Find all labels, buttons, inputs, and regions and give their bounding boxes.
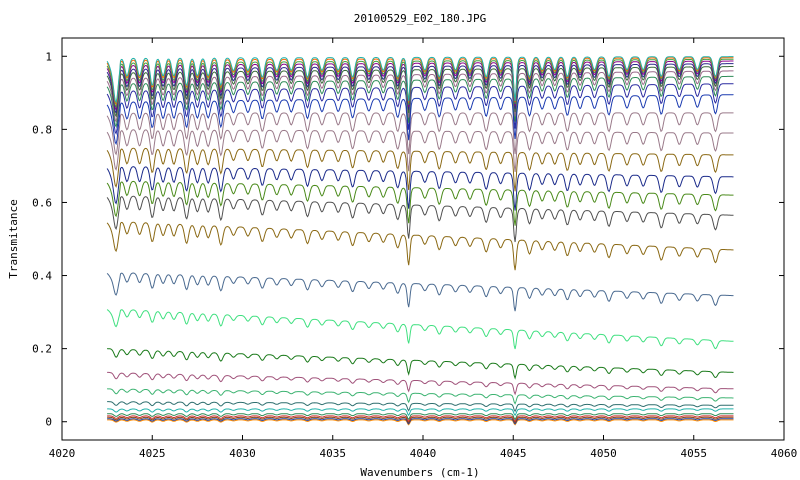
series-layer bbox=[106, 56, 734, 426]
spectrum-series-line bbox=[106, 66, 734, 118]
x-tick-label: 4035 bbox=[320, 447, 347, 460]
spectrum-series-line bbox=[107, 388, 734, 405]
spectrum-series-line bbox=[106, 83, 734, 135]
spectrum-series-line bbox=[107, 416, 734, 424]
y-tick-label: 0.6 bbox=[32, 196, 52, 209]
spectrum-series-line bbox=[106, 75, 734, 128]
spectrum-series-line bbox=[107, 418, 734, 425]
x-tick-label: 4025 bbox=[139, 447, 166, 460]
spectrum-series-line bbox=[107, 401, 734, 413]
x-tick-label: 4040 bbox=[410, 447, 437, 460]
spectrum-series-line bbox=[106, 63, 734, 114]
x-tick-label: 4020 bbox=[49, 447, 76, 460]
spectrum-series-line bbox=[107, 371, 734, 396]
spectrum-series-line bbox=[107, 408, 734, 417]
spectrum-series-line bbox=[106, 180, 734, 226]
spectrum-series-line bbox=[106, 94, 734, 146]
spectrum-series-line bbox=[107, 348, 734, 380]
spectrum-series-line bbox=[106, 70, 734, 123]
x-axis: 4020 4025 4030 4035 4040 4045 4050 4055 4060 bbox=[49, 38, 798, 460]
y-tick-label: 0 bbox=[45, 416, 52, 429]
x-tick-label: 4045 bbox=[500, 447, 527, 460]
spectrum-series-line bbox=[107, 419, 734, 426]
spectrum-series-line bbox=[106, 166, 734, 211]
spectrum-series-line bbox=[106, 56, 734, 104]
spectrum-series-line bbox=[106, 147, 734, 192]
spectrum-series-line bbox=[106, 309, 734, 350]
y-axis: 0 0.2 0.4 0.6 0.8 1 bbox=[32, 50, 784, 429]
x-tick-label: 4030 bbox=[229, 447, 256, 460]
y-tick-label: 1 bbox=[45, 50, 52, 63]
spectrum-series-line bbox=[107, 413, 734, 421]
x-tick-label: 4050 bbox=[590, 447, 617, 460]
spectrum-series-line bbox=[106, 60, 734, 111]
spectrum-series-line bbox=[107, 415, 734, 423]
y-tick-label: 0.4 bbox=[32, 270, 52, 283]
x-tick-label: 4060 bbox=[771, 447, 798, 460]
spectrum-series-line bbox=[106, 129, 734, 172]
spectrum-series-line bbox=[106, 272, 734, 312]
y-tick-label: 0.2 bbox=[32, 343, 52, 356]
y-tick-label: 0.8 bbox=[32, 123, 52, 136]
x-axis-label: Wavenumbers (cm-1) bbox=[360, 466, 479, 479]
spectrum-series-line bbox=[106, 195, 734, 243]
spectrum-series-line bbox=[106, 221, 734, 271]
y-axis-label: Transmitance bbox=[7, 199, 20, 278]
chart-title: 20100529_E02_180.JPG bbox=[354, 12, 486, 25]
x-tick-label: 4055 bbox=[681, 447, 708, 460]
spectrum-series-line bbox=[106, 112, 734, 156]
